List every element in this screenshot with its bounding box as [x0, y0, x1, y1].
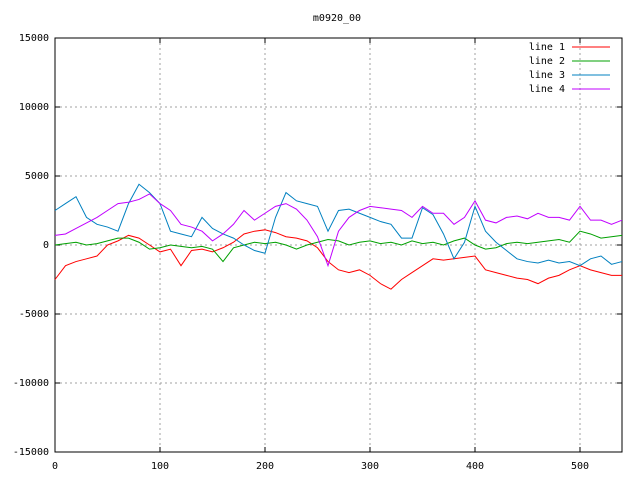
x-tick-label: 400 [466, 461, 484, 472]
legend-label: line 2 [529, 56, 565, 67]
legend-label: line 4 [529, 84, 565, 95]
x-tick-label: 200 [256, 461, 274, 472]
series-line [54, 183, 623, 267]
y-tick-label: -10000 [13, 378, 49, 389]
legend-label: line 3 [529, 70, 565, 81]
y-tick-label: 0 [43, 240, 49, 251]
series-line [54, 230, 623, 263]
x-tick-label: 0 [52, 461, 58, 472]
x-tick-label: 100 [151, 461, 169, 472]
y-tick-label: 15000 [19, 33, 49, 44]
x-tick-label: 500 [571, 461, 589, 472]
series-line [54, 229, 622, 290]
legend-label: line 1 [529, 42, 565, 53]
y-tick-label: 10000 [19, 102, 49, 113]
series-line [54, 193, 623, 268]
x-tick-label: 300 [361, 461, 379, 472]
y-tick-label: 5000 [25, 171, 49, 182]
y-tick-label: -15000 [13, 447, 49, 458]
chart-title: m0920_00 [313, 13, 361, 24]
y-tick-label: -5000 [19, 309, 49, 320]
